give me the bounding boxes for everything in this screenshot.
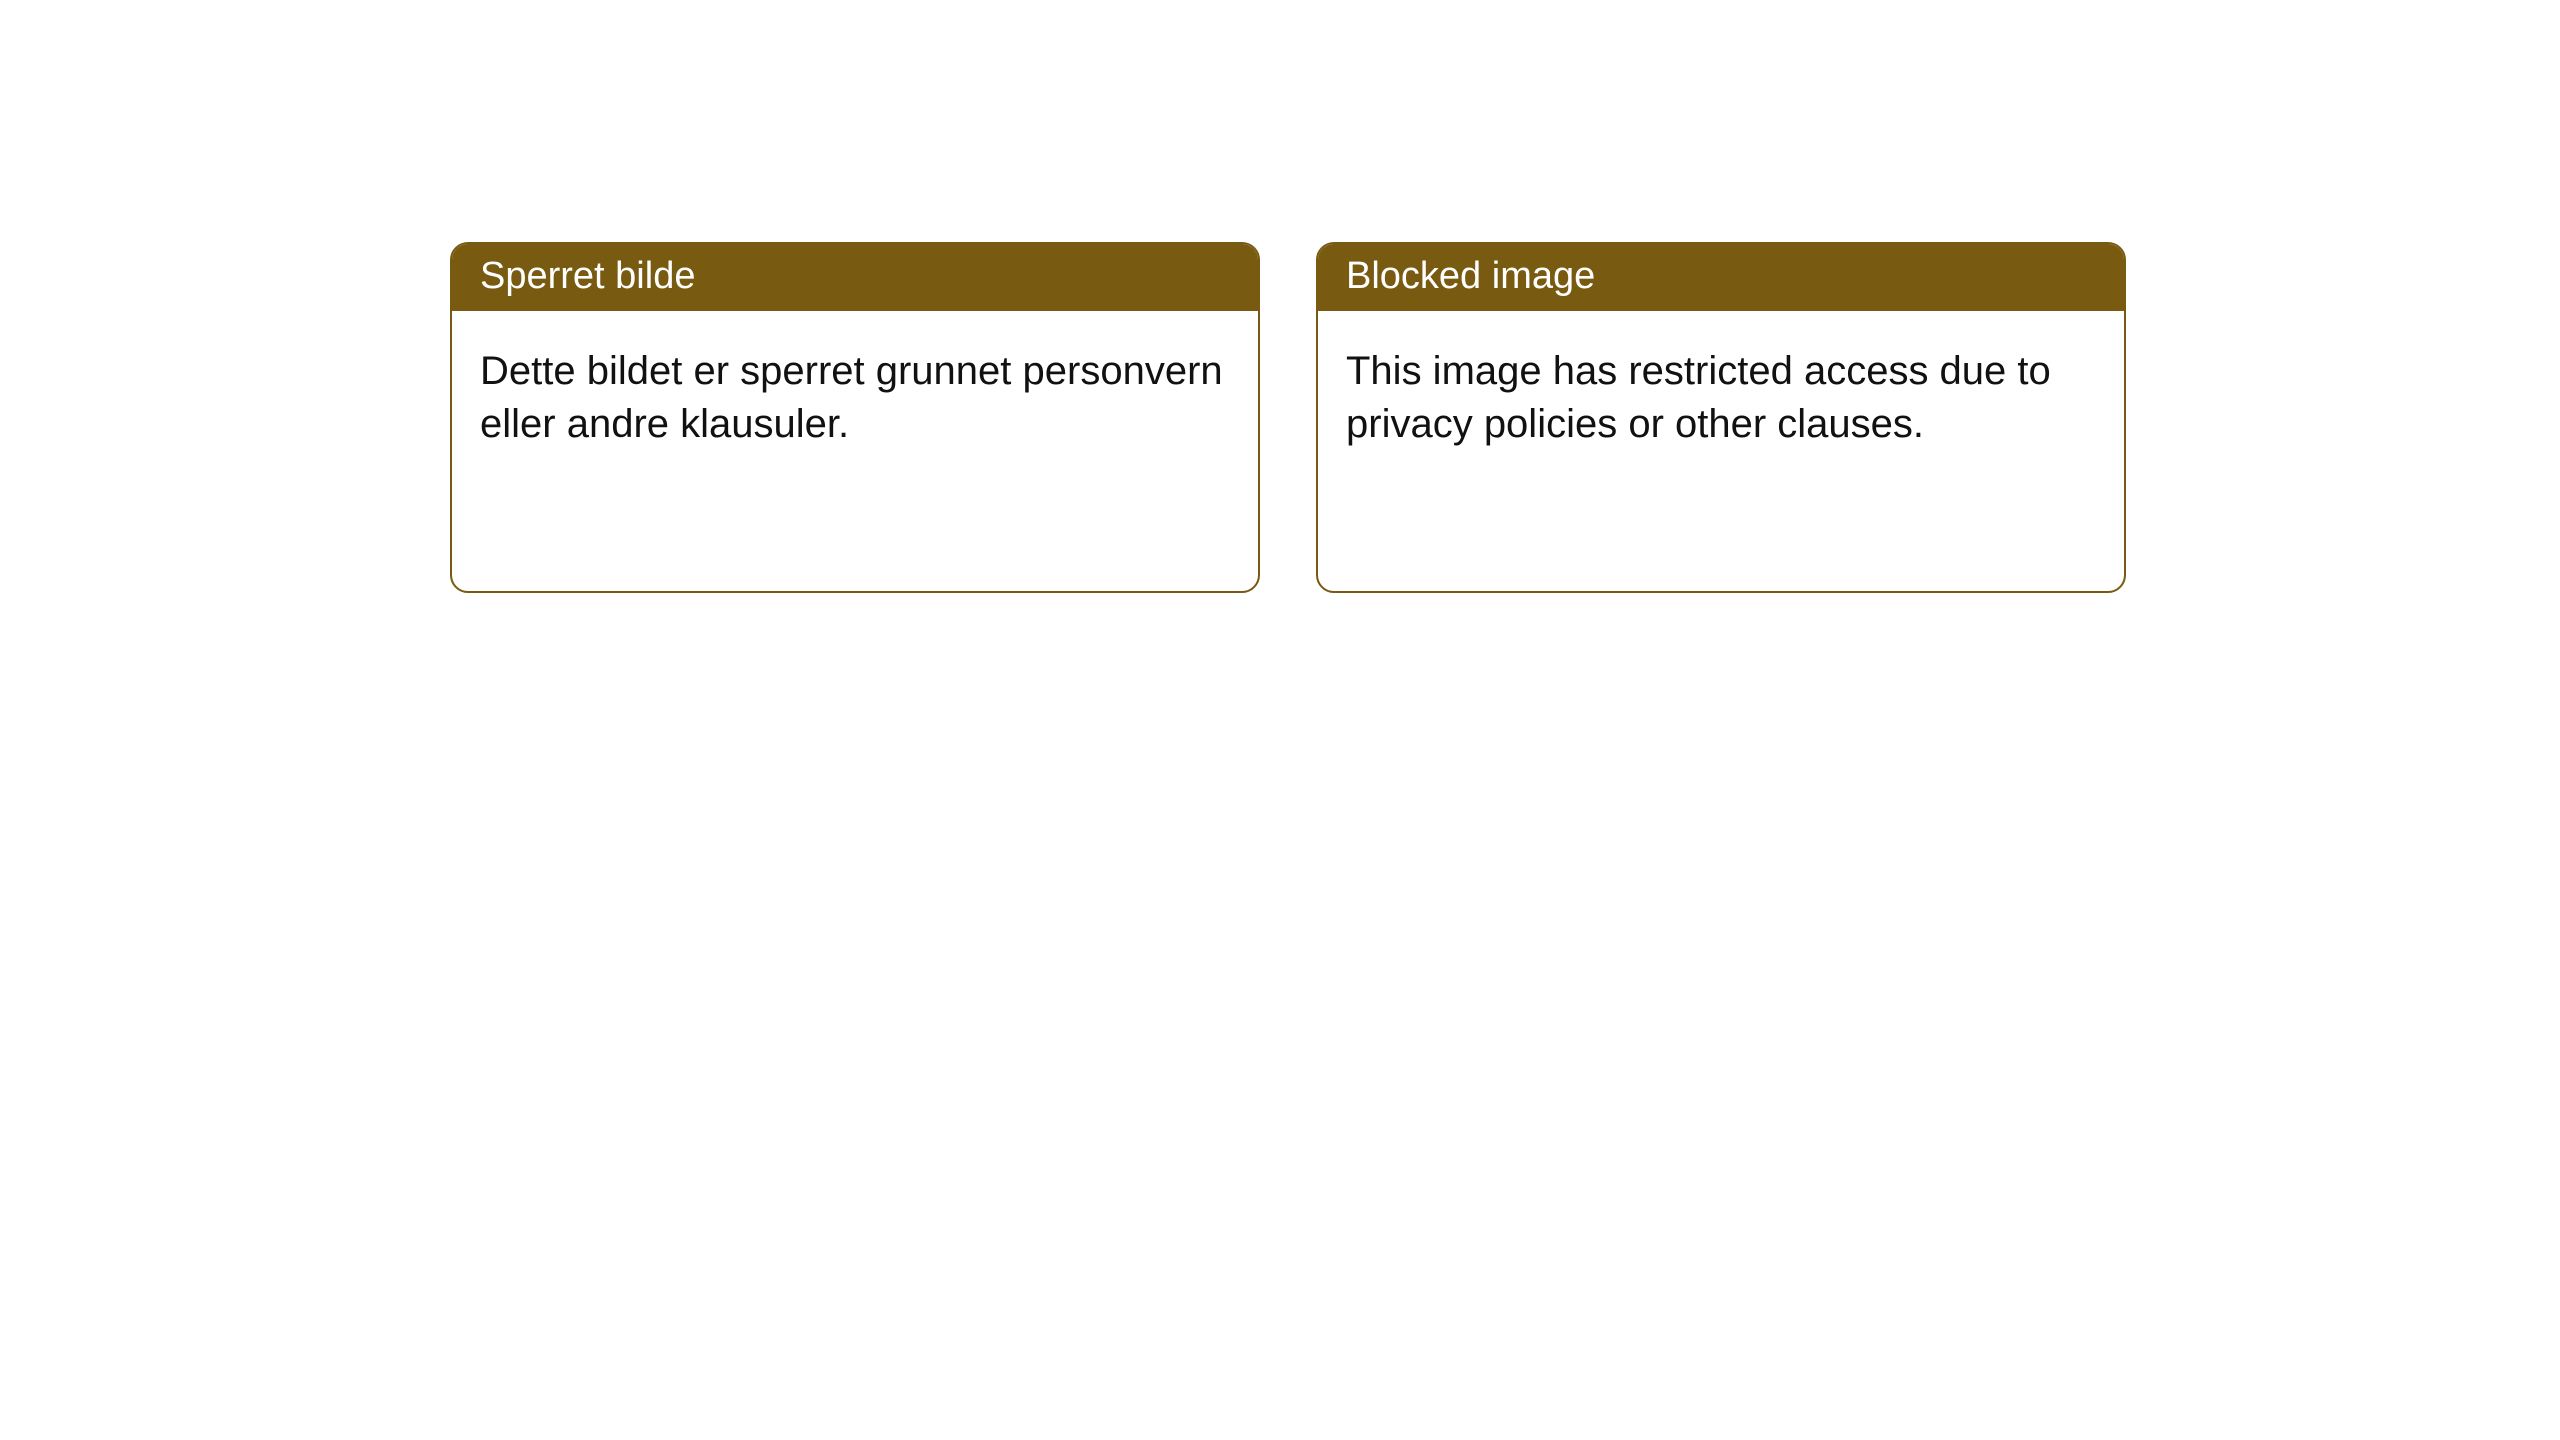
notice-body-no: Dette bildet er sperret grunnet personve…: [452, 311, 1258, 591]
notice-title-en: Blocked image: [1318, 244, 2124, 311]
notice-body-en: This image has restricted access due to …: [1318, 311, 2124, 591]
notice-container: Sperret bilde Dette bildet er sperret gr…: [0, 0, 2560, 593]
notice-card-en: Blocked image This image has restricted …: [1316, 242, 2126, 593]
notice-card-no: Sperret bilde Dette bildet er sperret gr…: [450, 242, 1260, 593]
notice-title-no: Sperret bilde: [452, 244, 1258, 311]
